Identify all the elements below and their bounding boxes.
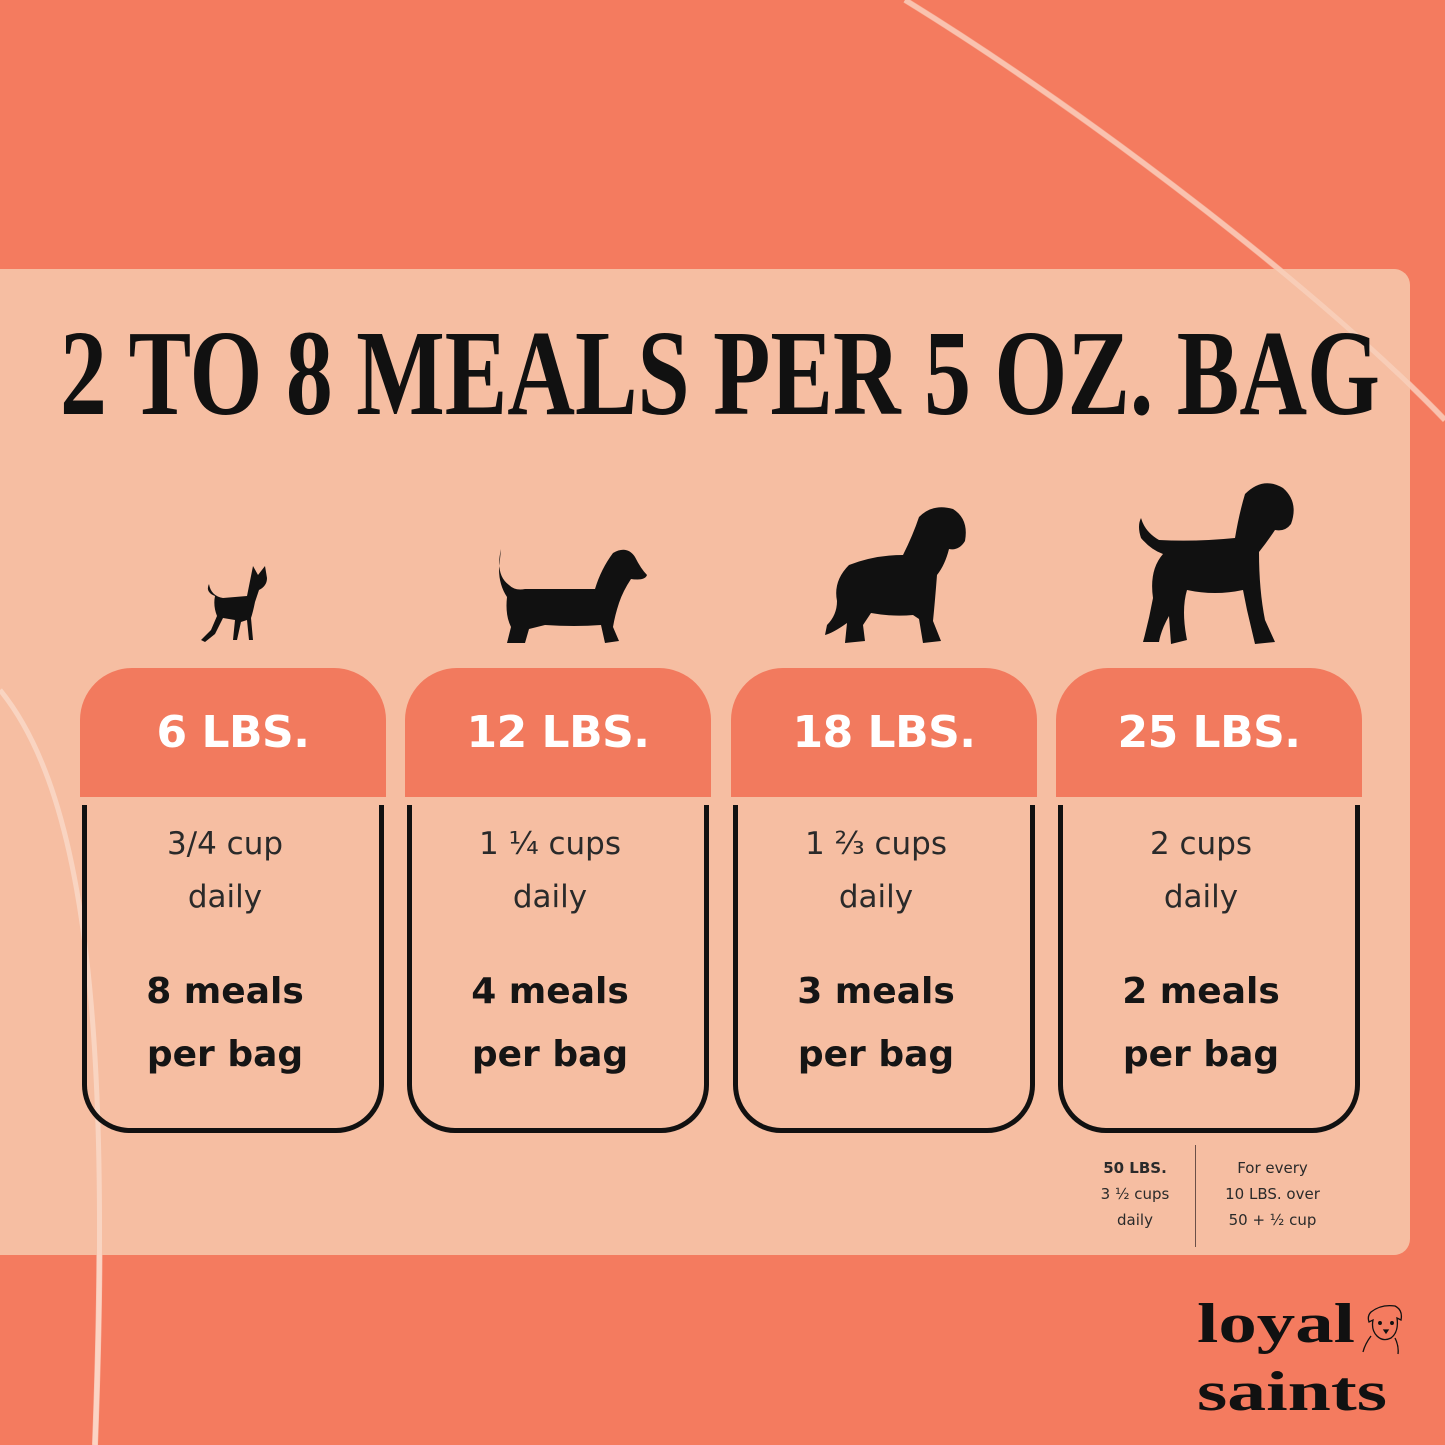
card-weight: 25 LBS. xyxy=(1056,668,1362,797)
card-6-lbs: 6 LBS. 3/4 cup daily 8 meals per bag xyxy=(80,668,386,1134)
meals-count: 3 meals xyxy=(797,971,955,1012)
card-frame xyxy=(82,805,384,1133)
card-frame xyxy=(1058,805,1360,1133)
card-meals: 8 meals per bag xyxy=(80,960,370,1086)
footnote-divider xyxy=(1195,1145,1196,1247)
card-cups: 1 ⅔ cups daily xyxy=(731,818,1021,924)
card-meals: 2 meals per bag xyxy=(1056,960,1346,1086)
card-weight: 12 LBS. xyxy=(405,668,711,797)
card-25-lbs: 25 LBS. 2 cups daily 2 meals per bag xyxy=(1056,668,1362,1134)
cups-frequency: daily xyxy=(187,879,263,915)
meals-count: 4 meals xyxy=(471,971,629,1012)
card-weight: 6 LBS. xyxy=(80,668,386,797)
footnote-weight: 50 LBS. xyxy=(1103,1159,1167,1177)
chihuahua-silhouette-icon xyxy=(201,566,267,642)
card-12-lbs: 12 LBS. 1 ¼ cups daily 4 meals per bag xyxy=(405,668,711,1134)
dachshund-silhouette-icon xyxy=(499,549,647,643)
meals-count: 8 meals xyxy=(146,971,304,1012)
card-meals: 3 meals per bag xyxy=(731,960,1021,1086)
footnote-50-lbs: 50 LBS. 3 ½ cups daily xyxy=(1085,1155,1185,1233)
cups-amount: 2 cups xyxy=(1149,826,1253,862)
cups-frequency: daily xyxy=(838,879,914,915)
meals-unit: per bag xyxy=(146,1034,304,1075)
cups-frequency: daily xyxy=(512,879,588,915)
card-18-lbs: 18 LBS. 1 ⅔ cups daily 3 meals per bag xyxy=(731,668,1037,1134)
meals-unit: per bag xyxy=(797,1034,955,1075)
card-weight: 18 LBS. xyxy=(731,668,1037,797)
card-cups: 1 ¼ cups daily xyxy=(405,818,695,924)
footnote-line: For every xyxy=(1237,1159,1308,1177)
footnote-over-50: For every 10 LBS. over 50 + ½ cup xyxy=(1210,1155,1335,1233)
meals-unit: per bag xyxy=(471,1034,629,1075)
page-title: 2 TO 8 MEALS PER 5 OZ. BAG xyxy=(60,310,1380,430)
poodle-silhouette-icon xyxy=(1139,483,1294,644)
meals-count: 2 meals xyxy=(1122,971,1280,1012)
footnote-line: 50 + ½ cup xyxy=(1228,1211,1317,1229)
spaniel-silhouette-icon xyxy=(825,507,966,643)
card-cups: 2 cups daily xyxy=(1056,818,1346,924)
dog-face-icon xyxy=(1362,1304,1403,1355)
card-meals: 4 meals per bag xyxy=(405,960,695,1086)
card-frame xyxy=(733,805,1035,1133)
footnote-cups: 3 ½ cups xyxy=(1100,1185,1170,1203)
card-cups: 3/4 cup daily xyxy=(80,818,370,924)
svg-text:saints: saints xyxy=(1197,1361,1387,1423)
svg-text:loyal: loyal xyxy=(1197,1293,1355,1355)
cups-amount: 1 ⅔ cups xyxy=(805,826,947,862)
cups-amount: 1 ¼ cups xyxy=(479,826,621,862)
svg-text:2 TO 8 MEALS PER 5 OZ. BAG: 2 TO 8 MEALS PER 5 OZ. BAG xyxy=(60,310,1380,430)
loyal-saints-logo: loyal saints xyxy=(1197,1293,1403,1423)
meals-unit: per bag xyxy=(1122,1034,1280,1075)
card-frame xyxy=(407,805,709,1133)
footnote-frequency: daily xyxy=(1117,1211,1153,1229)
footnote-line: 10 LBS. over xyxy=(1225,1185,1320,1203)
cups-frequency: daily xyxy=(1163,879,1239,915)
cups-amount: 3/4 cup xyxy=(166,826,284,862)
